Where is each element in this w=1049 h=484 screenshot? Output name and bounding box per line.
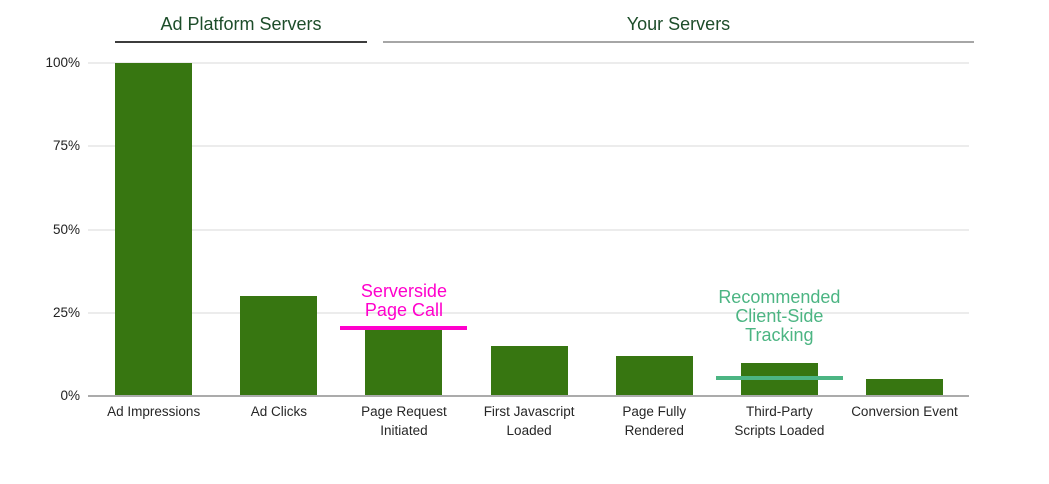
annotation-text-serverside-page-call: Serverside Page Call [360, 281, 447, 320]
y-tick-label-25: 25% [52, 304, 80, 320]
section-title-your-servers: Your Servers [626, 14, 731, 34]
annotation-text-recommended-client-side-tracking: Recommended Client-Side Tracking [718, 287, 841, 345]
bar-first-javascript-loaded [490, 346, 568, 396]
x-tick-label-page-request-initiated: Page Request Initiated [361, 404, 447, 438]
bar-conversion-event [865, 379, 943, 396]
y-tick-label-75: 75% [52, 138, 80, 154]
gridline-50 [88, 228, 969, 231]
y-tick-label-100: 100% [45, 55, 80, 70]
gridline-75 [88, 145, 969, 148]
annotation-line-recommended-client-side-tracking [715, 375, 843, 380]
bar-ad-clicks [240, 296, 318, 396]
section-title-ad-platform-servers: Ad Platform Servers [160, 14, 322, 34]
y-tick-label-0: 0% [60, 388, 80, 403]
x-tick-label-first-javascript-loaded: First Javascript Loaded [483, 404, 575, 438]
gridline-100 [88, 62, 969, 64]
y-tick-label-50: 50% [52, 221, 80, 237]
section-header-ad-platform-servers: Ad Platform Servers [115, 12, 367, 43]
bar-page-fully-rendered [615, 356, 693, 396]
section-header-your-servers: Your Servers [383, 12, 974, 43]
gridline-25 [88, 311, 969, 314]
x-tick-label-page-fully-rendered: Page Fully Rendered [622, 404, 687, 438]
x-axis-baseline [88, 395, 969, 397]
x-tick-label-conversion-event: Conversion Event [851, 404, 958, 419]
annotation-line-serverside-page-call [340, 325, 468, 330]
bar-ad-impressions [115, 63, 193, 396]
bar-page-request-initiated [365, 329, 443, 396]
x-tick-label-ad-impressions: Ad Impressions [107, 404, 201, 419]
x-tick-label-third-party-scripts-loaded: Third-Party Scripts Loaded [734, 404, 825, 438]
x-tick-label-ad-clicks: Ad Clicks [250, 404, 307, 419]
